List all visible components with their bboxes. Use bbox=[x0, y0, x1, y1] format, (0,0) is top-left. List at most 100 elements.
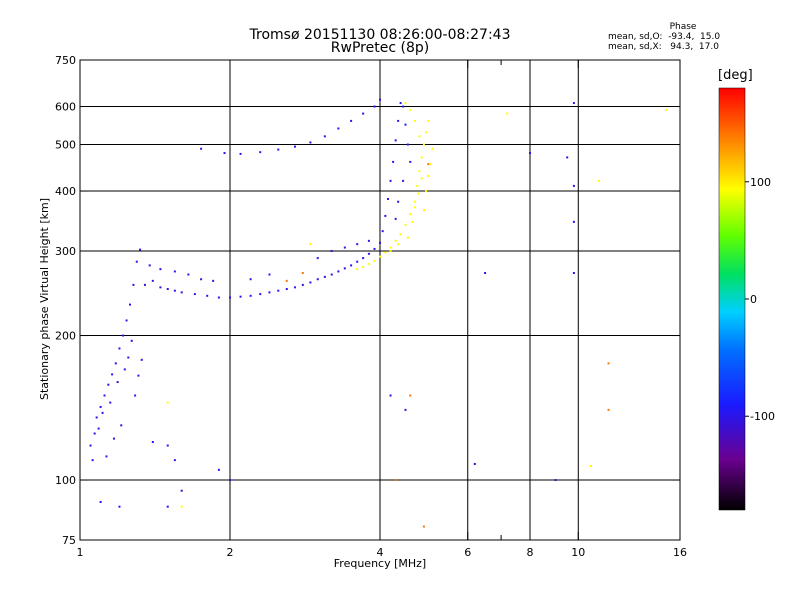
data-point bbox=[249, 294, 252, 297]
data-point bbox=[217, 468, 220, 471]
data-point bbox=[118, 505, 121, 508]
y-tick-label: 400 bbox=[55, 185, 76, 198]
data-point bbox=[159, 268, 162, 271]
x-tick-label: 1 bbox=[77, 546, 84, 559]
data-point bbox=[268, 273, 271, 276]
data-point bbox=[665, 109, 668, 112]
data-point bbox=[356, 268, 359, 271]
data-point bbox=[180, 489, 183, 492]
data-point bbox=[397, 200, 400, 203]
data-point bbox=[239, 295, 242, 298]
data-point bbox=[406, 143, 409, 146]
data-point bbox=[229, 296, 231, 299]
data-point bbox=[301, 271, 304, 274]
data-point bbox=[343, 267, 346, 270]
data-point bbox=[337, 127, 340, 130]
data-point bbox=[323, 135, 326, 138]
data-point bbox=[116, 381, 119, 384]
data-point bbox=[239, 152, 242, 155]
data-point bbox=[337, 270, 340, 273]
x-tick-label: 2 bbox=[227, 546, 234, 559]
data-point bbox=[566, 156, 569, 159]
x-axis-ticks: 1 2 4 6 8 10 16 bbox=[77, 60, 687, 559]
data-point bbox=[418, 135, 421, 138]
data-point bbox=[572, 220, 575, 223]
data-point bbox=[389, 179, 392, 182]
y-axis-label: Stationary phase Virtual Height [km] bbox=[38, 197, 51, 400]
data-points bbox=[89, 98, 668, 528]
data-point bbox=[416, 184, 419, 187]
data-point bbox=[427, 119, 430, 122]
data-point bbox=[394, 479, 397, 482]
data-point bbox=[529, 152, 531, 155]
colorbar-tick-label: 100 bbox=[750, 176, 771, 189]
data-point bbox=[118, 347, 121, 350]
data-point bbox=[259, 151, 262, 154]
data-point bbox=[330, 250, 333, 253]
data-point bbox=[137, 374, 140, 377]
stats-x-line: mean, sd,X: 94.3, 17.0 bbox=[608, 42, 719, 52]
data-point bbox=[301, 283, 304, 286]
data-point bbox=[173, 270, 176, 273]
data-point bbox=[420, 156, 423, 159]
data-point bbox=[151, 279, 154, 282]
data-point bbox=[406, 236, 409, 239]
data-point bbox=[367, 239, 370, 242]
x-tick-label: 6 bbox=[464, 546, 471, 559]
data-point bbox=[293, 145, 296, 148]
data-point bbox=[394, 239, 397, 242]
chart-title: Tromsø 20151130 08:26:00-08:27:43 bbox=[249, 27, 511, 43]
data-point bbox=[413, 200, 416, 203]
data-point bbox=[99, 405, 102, 408]
colorbar bbox=[718, 87, 746, 511]
data-point bbox=[343, 246, 346, 249]
data-point bbox=[206, 294, 209, 297]
data-point bbox=[425, 131, 428, 134]
data-point bbox=[330, 273, 333, 276]
data-point bbox=[309, 243, 312, 246]
colorbar-unit: [deg] bbox=[718, 68, 753, 83]
data-point bbox=[285, 288, 288, 291]
data-point bbox=[316, 278, 319, 281]
data-point bbox=[422, 525, 425, 528]
data-point bbox=[554, 479, 557, 482]
data-point bbox=[418, 170, 421, 173]
data-point bbox=[373, 259, 376, 262]
data-point bbox=[379, 255, 381, 258]
stats-header: Phase bbox=[669, 22, 697, 32]
data-point bbox=[212, 279, 215, 282]
data-point bbox=[285, 279, 288, 282]
data-point bbox=[99, 500, 102, 503]
data-point bbox=[180, 291, 183, 294]
phase-stats: Phase mean, sd,O: -93.4, 15.0 mean, sd,X:… bbox=[608, 22, 758, 52]
data-point bbox=[572, 271, 575, 274]
data-point bbox=[187, 273, 190, 276]
data-point bbox=[277, 289, 280, 292]
data-point bbox=[409, 394, 412, 397]
data-point bbox=[105, 455, 108, 458]
data-point bbox=[399, 102, 402, 105]
data-point bbox=[97, 427, 100, 430]
data-point bbox=[397, 243, 400, 246]
data-point bbox=[389, 246, 392, 249]
data-point bbox=[384, 214, 387, 217]
data-point bbox=[159, 286, 162, 289]
chart-subtitle: RwPretec (8p) bbox=[330, 40, 430, 56]
colorbar-ticks: 100 0 -100 bbox=[745, 176, 775, 423]
x-tick-label: 8 bbox=[527, 546, 534, 559]
data-point bbox=[404, 102, 407, 105]
data-point bbox=[572, 102, 575, 105]
data-point bbox=[402, 105, 405, 108]
data-point bbox=[589, 464, 592, 467]
data-point bbox=[268, 291, 271, 294]
data-point bbox=[420, 177, 423, 180]
data-point bbox=[373, 247, 376, 250]
data-point bbox=[417, 192, 420, 195]
data-point bbox=[95, 416, 98, 419]
data-point bbox=[397, 119, 400, 122]
data-point bbox=[123, 368, 126, 371]
data-point bbox=[223, 152, 226, 155]
gridlines bbox=[80, 60, 680, 540]
data-point bbox=[413, 119, 416, 122]
x-axis-label: Frequency [MHz] bbox=[333, 557, 427, 570]
